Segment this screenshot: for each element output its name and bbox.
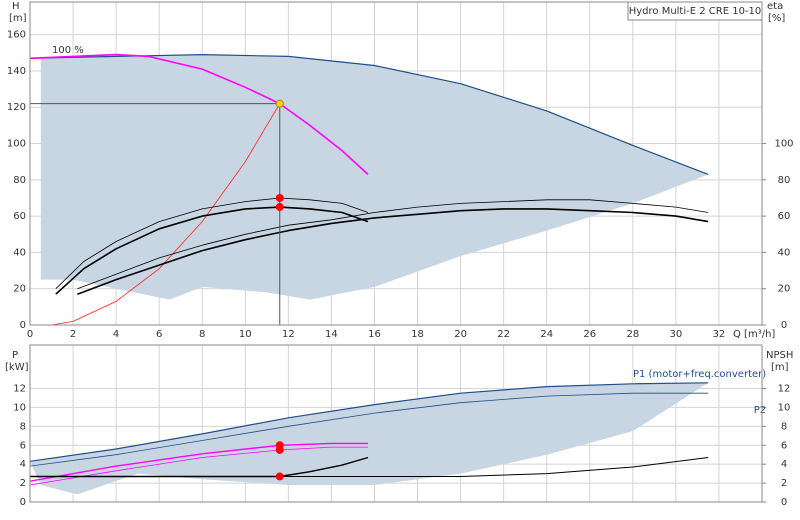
y-tick-label: 12	[13, 384, 26, 395]
x-tick-label: 8	[199, 329, 205, 340]
y2-tick-label: 0	[781, 320, 787, 331]
y-tick-label: 10	[13, 402, 26, 413]
curve	[30, 53, 369, 175]
plot-content	[30, 345, 762, 502]
x-tick-label: 24	[540, 329, 553, 340]
x-tick-label: 10	[239, 329, 252, 340]
x-tick-label: 0	[27, 329, 33, 340]
operating-point	[275, 445, 284, 454]
curve	[30, 446, 368, 486]
curve	[30, 457, 709, 477]
x-axis-label: Q [m³/h]	[733, 329, 775, 340]
y-tick-label: 100	[7, 139, 26, 150]
y2-tick-label: 12	[778, 384, 791, 395]
y-tick-label: 40	[13, 247, 26, 258]
curve	[30, 382, 709, 462]
y2-tick-label: 0	[781, 497, 787, 508]
y2-axis-unit: [%]	[768, 13, 785, 24]
operating-point	[275, 193, 284, 202]
y2-tick-label: 6	[781, 440, 787, 451]
title-box	[627, 1, 763, 21]
x-tick-label: 32	[713, 329, 726, 340]
y-tick-label: 20	[13, 284, 26, 295]
y-tick-label: 4	[20, 459, 26, 470]
x-tick-label: 2	[70, 329, 76, 340]
y-tick-label: 140	[7, 66, 26, 77]
curve	[55, 197, 369, 289]
series-label: P2	[754, 405, 766, 416]
x-tick-label: 30	[670, 329, 683, 340]
y-tick-label: 160	[7, 30, 26, 41]
x-tick-label: 22	[497, 329, 510, 340]
y2-tick-label: 2	[781, 478, 787, 489]
annotation: 100 %	[52, 45, 84, 56]
y-tick-label: 0	[20, 497, 26, 508]
y-axis-unit: [m]	[9, 13, 27, 24]
operating-range	[40, 54, 709, 300]
x-tick-label: 16	[368, 329, 381, 340]
y-tick-label: 8	[20, 421, 26, 432]
x-tick-label: 18	[411, 329, 424, 340]
y-tick-label: 120	[7, 102, 26, 113]
curve	[77, 199, 709, 290]
y2-tick-label: 60	[778, 211, 791, 222]
x-tick-label: 4	[113, 329, 119, 340]
x-tick-label: 20	[454, 329, 467, 340]
y-tick-label: 80	[13, 175, 26, 186]
x-tick-label: 14	[325, 329, 338, 340]
y2-tick-label: 10	[778, 402, 791, 413]
y2-tick-label: 80	[778, 175, 791, 186]
x-tick-label: 12	[282, 329, 295, 340]
curve	[51, 103, 281, 325]
y2-axis-label: NPSH	[766, 350, 793, 361]
curve	[55, 206, 369, 295]
y2-tick-label: 20	[778, 284, 791, 295]
operating-point	[275, 99, 284, 108]
y-tick-label: 0	[20, 320, 26, 331]
x-tick-label: 26	[583, 329, 596, 340]
curve	[30, 442, 368, 482]
series-label: P1 (motor+freq.converter)	[633, 369, 766, 380]
x-tick-label: 28	[626, 329, 639, 340]
curve	[77, 208, 709, 295]
plot-content	[30, 2, 762, 325]
x-tick-label: 6	[156, 329, 162, 340]
chart-title: Hydro Multi-E 2 CRE 10-10	[629, 6, 762, 17]
curve	[30, 392, 709, 467]
y2-tick-label: 4	[781, 459, 787, 470]
plot-frame	[29, 344, 763, 503]
y2-tick-label: 100	[774, 139, 793, 150]
y-axis-label: H	[12, 1, 20, 12]
y2-axis-label: eta	[767, 1, 783, 12]
y-tick-label: 6	[20, 440, 26, 451]
plots: 0 2 4 6 8 10 12 14 16 18 20 22 24 26 28 30 3202040608010…	[7, 1, 794, 508]
operating-point	[275, 472, 284, 481]
y2-tick-label: 40	[778, 247, 791, 258]
operating-range	[30, 382, 709, 495]
y-tick-label: 2	[20, 478, 26, 489]
operating-point	[275, 203, 284, 212]
y-axis-unit: [kW]	[5, 362, 29, 373]
y2-tick-label: 8	[781, 421, 787, 432]
plot-frame	[29, 1, 763, 326]
y-tick-label: 60	[13, 211, 26, 222]
y-axis-label: P	[12, 350, 18, 361]
y2-axis-unit: [m]	[771, 362, 789, 373]
